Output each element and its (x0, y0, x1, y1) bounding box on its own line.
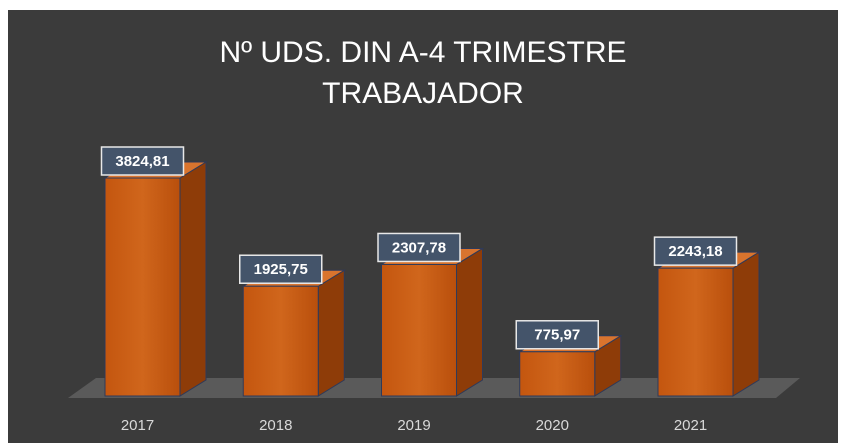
bar (657, 267, 734, 397)
value-label-box (515, 320, 599, 350)
value-label: 2243,18 (668, 243, 722, 260)
x-tick-label: 2018 (259, 417, 292, 434)
chart-title: Nº UDS. DIN A-4 TRIMESTRE (219, 36, 626, 69)
bar (381, 263, 457, 397)
x-tick-label: 2021 (674, 417, 707, 434)
bar-side (732, 251, 760, 397)
value-label: 1925,75 (254, 261, 308, 278)
value-label-box (377, 232, 461, 263)
value-label: 3824,81 (115, 153, 169, 170)
value-label-box (239, 254, 323, 284)
x-tick-label: 2019 (397, 417, 430, 434)
chart-title: TRABAJADOR (322, 77, 524, 110)
x-tick-label: 2017 (121, 417, 154, 434)
value-label-box (100, 146, 185, 176)
value-label-box (653, 236, 738, 266)
x-tick-label: 2020 (536, 417, 569, 434)
bar (519, 351, 596, 397)
bar-side (317, 269, 345, 397)
bar (104, 177, 181, 397)
value-label: 775,97 (534, 327, 580, 344)
value-label: 2307,78 (392, 239, 446, 256)
bar (242, 285, 319, 397)
bar-side (456, 247, 483, 397)
bar-side (179, 161, 207, 397)
